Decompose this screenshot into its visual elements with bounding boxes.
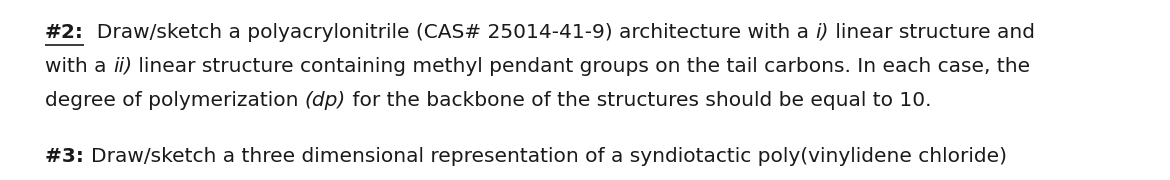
- Text: for the backbone of the structures should be equal to 10.: for the backbone of the structures shoul…: [346, 91, 931, 110]
- Text: Draw/sketch a three dimensional representation of a syndiotactic poly(vinylidene: Draw/sketch a three dimensional represen…: [91, 147, 1007, 166]
- Text: Draw/sketch a polyacrylonitrile (CAS# 25014-41-9) architecture with a: Draw/sketch a polyacrylonitrile (CAS# 25…: [84, 23, 815, 42]
- Text: (dp): (dp): [305, 91, 346, 110]
- Text: degree of polymerization: degree of polymerization: [44, 91, 305, 110]
- Text: with a: with a: [44, 57, 112, 76]
- Text: #2:: #2:: [44, 23, 84, 42]
- Text: linear structure containing methyl pendant groups on the tail carbons. In each c: linear structure containing methyl penda…: [132, 57, 1030, 76]
- Text: #3:: #3:: [44, 147, 91, 166]
- Text: i): i): [815, 23, 828, 42]
- Text: linear structure and: linear structure and: [828, 23, 1034, 42]
- Text: ii): ii): [112, 57, 132, 76]
